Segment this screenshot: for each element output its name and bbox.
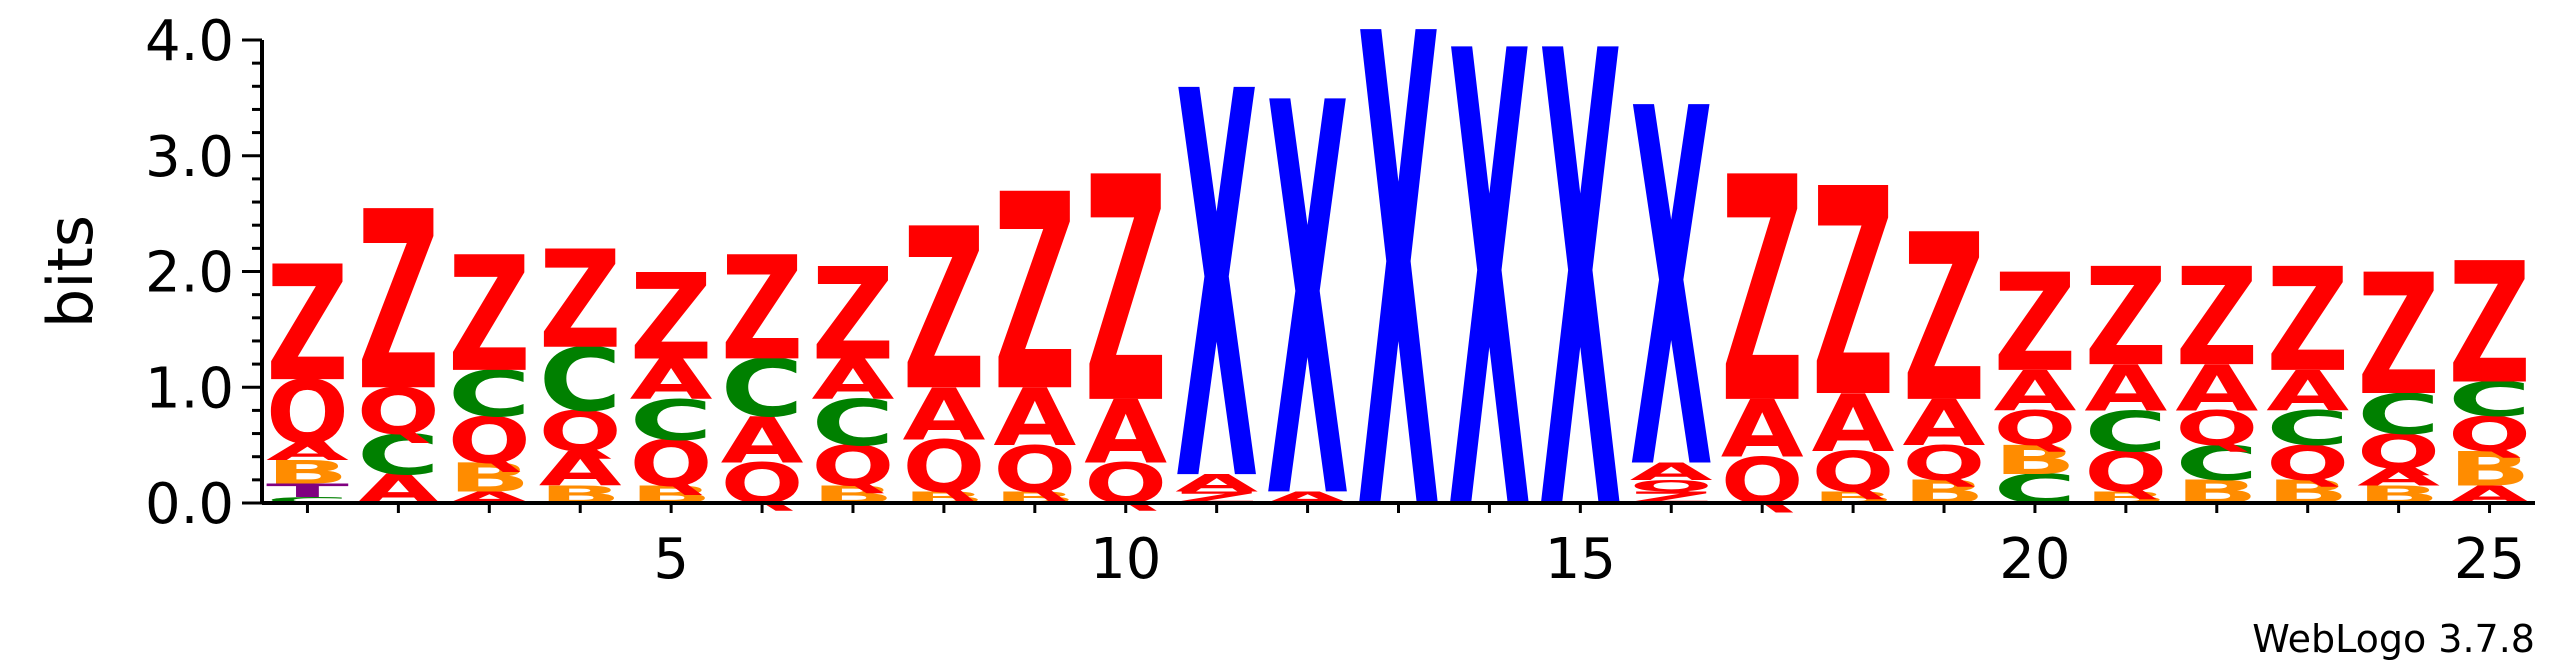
logo-glyph-a: A — [2266, 360, 2349, 424]
logo-glyph-a: A — [1175, 470, 1258, 498]
logo-glyph-a: A — [2357, 464, 2440, 492]
logo-glyph-a: A — [721, 403, 804, 477]
logo-glyph-c: C — [2084, 399, 2167, 464]
x-axis-ticks: 5 10 15 20 25 — [305, 503, 2525, 592]
logo-glyph-q: Q — [1993, 402, 2076, 457]
logo-glyph-q: Q — [902, 426, 985, 509]
logo-glyph-z: Z — [812, 242, 895, 389]
logo-glyph-a: A — [993, 373, 1076, 465]
logo-glyph-a: A — [2084, 351, 2167, 425]
logo-glyph-a: A — [1993, 360, 2076, 424]
logo-glyph-a: A — [1084, 382, 1167, 484]
logo-glyph-c: C — [2266, 402, 2349, 457]
logo-glyph-z: Z — [2084, 240, 2167, 396]
logo-glyph-a: A — [1903, 386, 1986, 460]
logo-glyph-t: T — [266, 479, 349, 501]
logo-glyph-q: Q — [448, 405, 531, 478]
logo-axes: 0.0 1.0 2.0 3.0 4.0 5 10 15 20 25 bits — [34, 9, 2535, 592]
logo-glyph-x: X — [1175, 0, 1258, 600]
x-tick-label: 15 — [1545, 527, 1616, 592]
logo-glyph-z: Z — [357, 160, 440, 446]
logo-glyph-x: X — [1448, 0, 1531, 651]
logo-glyph-q: Q — [2175, 402, 2258, 457]
logo-glyph-q: Q — [1630, 477, 1713, 495]
logo-glyph-q: Q — [630, 428, 713, 501]
logo-glyph-z: Z — [2175, 240, 2258, 396]
logo-glyph-q: Q — [2084, 440, 2167, 505]
logo-glyph-c: C — [812, 386, 895, 460]
logo-glyph-c: C — [2448, 373, 2531, 428]
y-tick-label: 1.0 — [145, 356, 234, 421]
logo-glyph-a: A — [1812, 379, 1895, 471]
logo-glyph-a: A — [2175, 351, 2258, 425]
logo-glyph-z: Z — [1993, 246, 2076, 402]
logo-glyph-a: A — [1630, 458, 1713, 486]
y-tick-label: 4.0 — [145, 9, 234, 74]
logo-glyph-b: B — [266, 454, 349, 491]
y-tick-label: 3.0 — [145, 125, 234, 190]
x-tick-label: 25 — [2454, 527, 2525, 592]
logo-glyph-c: C — [2175, 436, 2258, 491]
logo-glyph-z: Z — [1721, 112, 1804, 471]
logo-glyph-x: X — [1630, 7, 1713, 579]
logo-glyph-q: Q — [1903, 436, 1986, 491]
logo-glyph-z: Z — [993, 137, 1076, 451]
logo-glyph-z: Z — [1084, 112, 1167, 471]
logo-glyph-c: C — [721, 343, 804, 436]
logo-glyph-q: Q — [2357, 425, 2440, 480]
x-tick-label: 10 — [1090, 527, 1161, 592]
logo-glyph-z: Z — [2357, 238, 2440, 433]
logo-glyph-z: Z — [266, 232, 349, 417]
logo-glyphs: CTBAQZACQZABQCZBAQCZBQCAZQACZBQCAZBQAZBQ… — [266, 0, 2531, 656]
y-axis-label: bits — [34, 215, 107, 328]
logo-glyph-b: B — [1993, 438, 2076, 484]
logo-glyph-z: Z — [902, 181, 985, 440]
logo-glyph-x: X — [1266, 0, 1349, 619]
weblogo-credit: WebLogo 3.7.8 — [2252, 617, 2535, 661]
logo-glyph-z: Z — [448, 223, 531, 408]
logo-glyph-q: Q — [993, 434, 1076, 507]
logo-glyph-q: Q — [357, 376, 440, 449]
logo-glyph-a: A — [630, 348, 713, 412]
logo-glyph-q: Q — [812, 434, 895, 499]
logo-glyph-z: Z — [2448, 226, 2531, 421]
logo-glyph-x: X — [1539, 0, 1622, 651]
logo-glyph-z: Z — [721, 227, 804, 393]
logo-glyph-z: Z — [630, 248, 713, 387]
logo-glyph-c: C — [539, 329, 622, 431]
logo-glyph-q: Q — [1812, 440, 1895, 505]
logo-glyph-a: A — [812, 348, 895, 412]
y-axis-ticks: 0.0 1.0 2.0 3.0 4.0 — [145, 9, 262, 537]
y-tick-label: 2.0 — [145, 241, 234, 306]
logo-glyph-z: Z — [1903, 185, 1986, 453]
logo-glyph-q: Q — [539, 399, 622, 464]
logo-glyph-a: A — [539, 441, 622, 497]
logo-glyph-q: Q — [2266, 436, 2349, 491]
logo-glyph-c: C — [630, 388, 713, 453]
logo-glyph-a: A — [266, 438, 349, 466]
logo-glyph-c: C — [448, 357, 531, 431]
logo-glyph-a: A — [902, 374, 985, 456]
logo-glyph-q: Q — [266, 362, 349, 464]
logo-glyph-c: C — [266, 496, 349, 505]
logo-glyph-a: A — [1721, 384, 1804, 476]
x-tick-label: 20 — [1999, 527, 2070, 592]
logo-glyph-z: Z — [2266, 239, 2349, 405]
logo-glyph-c: C — [2357, 382, 2440, 447]
logo-glyph-b: B — [448, 455, 531, 501]
logo-glyph-c: C — [357, 422, 440, 487]
logo-glyph-q: Q — [2448, 408, 2531, 463]
y-tick-label: 0.0 — [145, 472, 234, 537]
logo-glyph-b: B — [2448, 441, 2531, 497]
x-tick-label: 5 — [653, 527, 689, 592]
logo-glyph-x: X — [1357, 0, 1440, 656]
logo-glyph-z: Z — [539, 223, 622, 379]
logo-glyph-z: Z — [1812, 129, 1895, 461]
